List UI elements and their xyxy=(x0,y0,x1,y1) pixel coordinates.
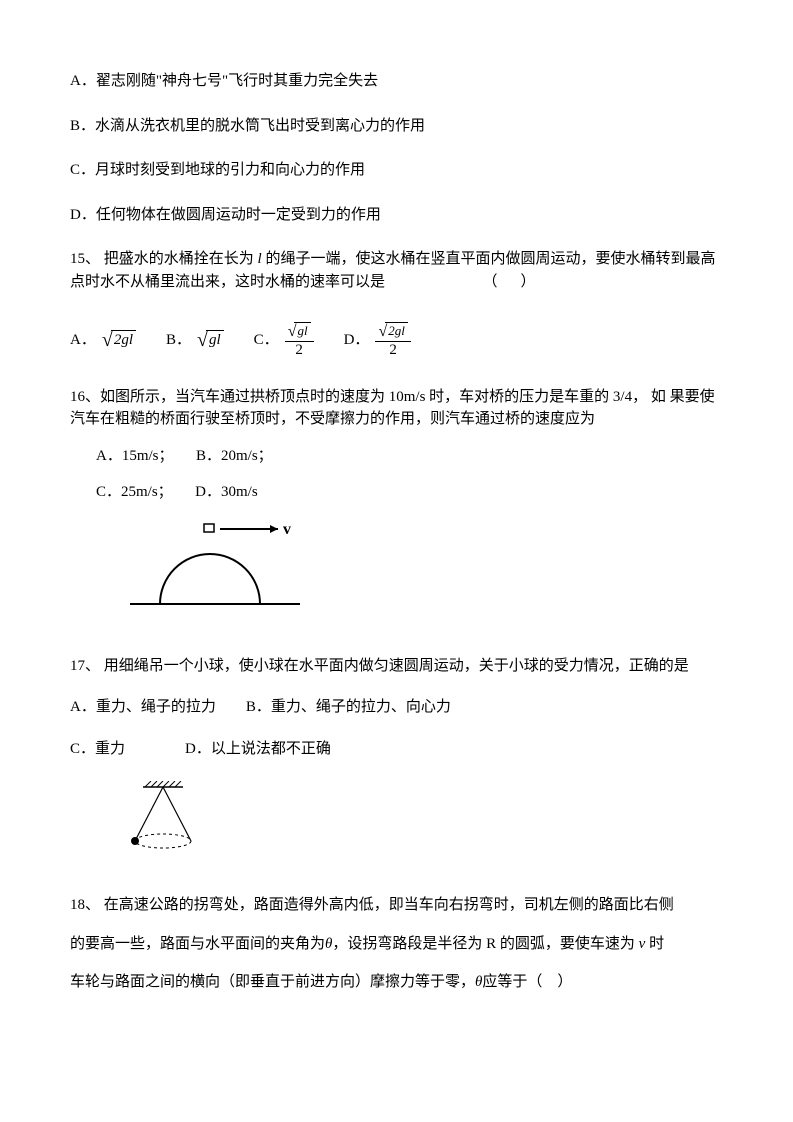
sqrt-icon: √ 2gl xyxy=(102,330,136,350)
q18-block: 18、 在高速公路的拐弯处，路面造得外高内低，即当车向右拐弯时，司机左侧的路面比… xyxy=(70,894,723,994)
q15-var-l: l xyxy=(254,251,266,267)
q16-option-row2: C．25m/s； D．30m/s xyxy=(96,481,723,504)
pendulum-svg-icon xyxy=(125,781,205,859)
q18-line3: 车轮与路面之间的横向（即垂直于前进方向）摩擦力等于零，θ应等于（ ） xyxy=(70,971,723,994)
velocity-label: v xyxy=(283,522,291,538)
fraction: √ gl 2 xyxy=(285,323,314,358)
q15-stem: 15、 把盛水的水桶拴在长为 l 的绳子一端，使这水桶在竖直平面内做圆周运动，要… xyxy=(70,248,723,293)
q17-options: A．重力、绳子的拉力 B．重力、绳子的拉力、向心力 C．重力 D．以上说法都不正… xyxy=(70,696,723,761)
bridge-svg-icon: v xyxy=(130,522,300,612)
q14-option-c: C．月球时刻受到地球的引力和向心力的作用 xyxy=(70,159,723,182)
pendulum-diagram xyxy=(125,781,723,867)
q16-options: A．15m/s； B．20m/s； C．25m/s； D．30m/s xyxy=(96,445,723,504)
document-page: A．翟志刚随"神舟七号"飞行时其重力完全失去 B．水滴从洗衣机里的脱水筒飞出时受… xyxy=(0,0,793,1070)
q15-option-a: A． √ 2gl xyxy=(70,329,136,352)
fraction: √ 2gl 2 xyxy=(375,323,410,358)
q15-label-a: A． xyxy=(70,329,96,352)
sqrt-icon: √ gl xyxy=(288,323,311,340)
q18-line2: 的要高一些，路面与水平面间的夹角为θ，设拐弯路段是半径为 R 的圆弧，要使车速为… xyxy=(70,933,723,956)
q16-option-row1: A．15m/s； B．20m/s； xyxy=(96,445,723,468)
sqrt-icon: √ gl xyxy=(197,330,224,350)
q18-line2-pre: 的要高一些，路面与水平面间的夹角为 xyxy=(70,936,325,952)
q17-stem: 17、 用细绳吊一个小球，使小球在水平面内做匀速圆周运动，关于小球的受力情况，正… xyxy=(70,655,723,678)
q15-expr-b: gl xyxy=(206,330,224,349)
q15-option-b: B． √ gl xyxy=(166,329,224,352)
q15-option-c: C． √ gl 2 xyxy=(254,323,314,358)
v-symbol: v xyxy=(635,936,649,952)
q15-options: A． √ 2gl B． √ gl C． √ gl 2 xyxy=(70,323,723,358)
q15-expr-d-num: 2gl xyxy=(385,322,408,339)
q18-line3-post: 应等于（ ） xyxy=(482,974,572,990)
q15-expr-c-den: 2 xyxy=(295,342,303,358)
q15-paren: （ ） xyxy=(483,274,540,290)
q15-label-d: D． xyxy=(344,329,370,352)
q14-option-a: A．翟志刚随"神舟七号"飞行时其重力完全失去 xyxy=(70,70,723,93)
q15-label-c: C． xyxy=(254,329,279,352)
q16-stem: 16、如图所示，当汽车通过拱桥顶点时的速度为 10m/s 时，车对桥的压力是车重… xyxy=(70,386,723,431)
q15-expr-a: 2gl xyxy=(111,330,136,349)
q18-line1: 18、 在高速公路的拐弯处，路面造得外高内低，即当车向右拐弯时，司机左侧的路面比… xyxy=(70,894,723,917)
q15-option-d: D． √ 2gl 2 xyxy=(344,323,411,358)
q17-option-ab: A．重力、绳子的拉力 B．重力、绳子的拉力、向心力 xyxy=(70,696,723,719)
q18-line2-end: 时 xyxy=(649,936,664,952)
q18-line3-pre: 车轮与路面之间的横向（即垂直于前进方向）摩擦力等于零， xyxy=(70,974,475,990)
q18-line2-post: ，设拐弯路段是半径为 R 的圆弧，要使车速为 xyxy=(332,936,635,952)
sqrt-icon: √ 2gl xyxy=(378,323,407,340)
q14-option-d: D．任何物体在做圆周运动时一定受到力的作用 xyxy=(70,204,723,227)
q15-label-b: B． xyxy=(166,329,191,352)
bridge-diagram: v xyxy=(130,522,723,620)
q15-expr-c-num: gl xyxy=(294,322,310,339)
q15-expr-d-den: 2 xyxy=(389,342,397,358)
q14-option-b: B．水滴从洗衣机里的脱水筒飞出时受到离心力的作用 xyxy=(70,115,723,138)
q17-option-cd: C．重力 D．以上说法都不正确 xyxy=(70,738,723,761)
q15-stem-pre: 15、 把盛水的水桶拴在长为 xyxy=(70,251,254,267)
